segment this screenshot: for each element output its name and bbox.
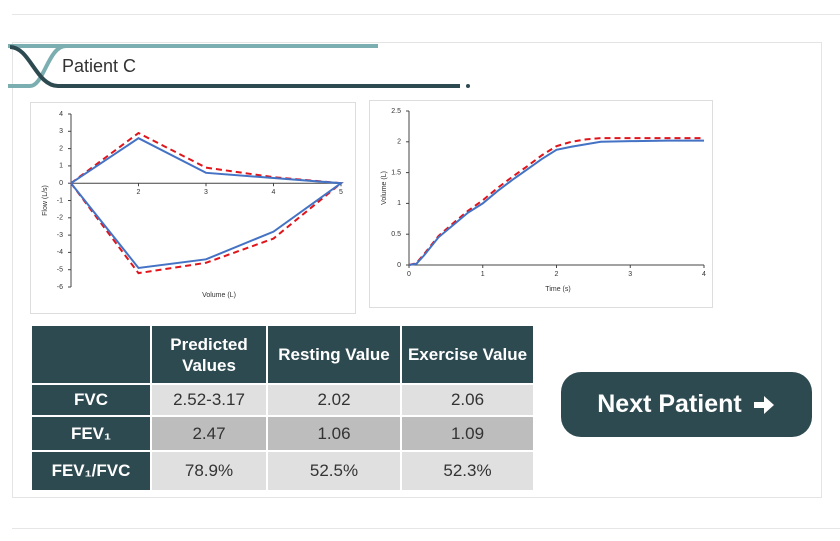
y-tick-label: 3: [59, 128, 63, 135]
row-label: FVC: [30, 383, 152, 417]
table-cell: 2.52-3.17: [150, 383, 268, 417]
y-tick-label: 1: [397, 200, 401, 207]
y-tick-label: 2: [59, 145, 63, 152]
patient-title: Patient C: [62, 56, 137, 76]
x-tick-label: 3: [204, 189, 208, 196]
chart-box: 0 0.5 1 1.5 2 2.5 0 1 2 3 4 Time (s) Volume (L): [369, 100, 713, 308]
next-patient-button[interactable]: Next Patient: [561, 372, 812, 437]
flow-volume-chart: -6 -5 -4 -3 -2 -1 0 1 2 3 4 2 3 4 5 Volume (L) Flow (L/s…: [42, 111, 344, 299]
y-tick-label: 1: [59, 163, 63, 170]
column-header: Resting Value: [266, 324, 402, 385]
table-row: FEV₁/FVC 78.9% 52.5% 52.3%: [30, 450, 535, 492]
row-label: FEV₁/FVC: [30, 450, 152, 492]
series-line: [70, 137, 344, 270]
y-tick-label: 4: [59, 111, 63, 118]
y-tick-label: -4: [57, 249, 63, 256]
table-cell: 2.06: [400, 383, 535, 417]
y-tick-label: 0: [59, 180, 63, 187]
results-table: Predicted Values Resting Value Exercise Va…: [30, 324, 535, 492]
row-label: FEV₁: [30, 415, 152, 452]
y-tick-label: 0: [397, 262, 401, 269]
x-tick-label: 2: [137, 189, 141, 196]
y-tick-label: -5: [57, 267, 63, 274]
divider: [12, 14, 840, 15]
header-decoration: [8, 44, 470, 88]
table-cell: 52.5%: [266, 450, 402, 492]
table-cell: 1.09: [400, 415, 535, 452]
header-row: Predicted Values Resting Value Exercise Va…: [30, 324, 535, 385]
column-header: Exercise Value: [400, 324, 535, 385]
y-tick-label: 2.5: [391, 108, 401, 115]
table-row: FVC 2.52-3.17 2.02 2.06: [30, 383, 535, 417]
column-header: Predicted Values: [150, 324, 268, 385]
table-row: FEV₁ 2.47 1.06 1.09: [30, 415, 535, 452]
table-cell: 2.47: [150, 415, 268, 452]
x-tick-label: 1: [481, 271, 485, 278]
x-tick-label: 0: [407, 271, 411, 278]
x-tick-label: 4: [272, 189, 276, 196]
x-tick-label: 2: [555, 271, 559, 278]
volume-time-chart: 0 0.5 1 1.5 2 2.5 0 1 2 3 4 Time (s) Volume (L): [381, 108, 706, 293]
arrow-icon: [753, 395, 774, 414]
table-cell: 52.3%: [400, 450, 535, 492]
y-tick-label: -3: [57, 232, 63, 239]
table-cell: 2.02: [266, 383, 402, 417]
y-axis-label: Flow (L/s): [42, 185, 49, 216]
x-tick-label: 3: [628, 271, 632, 278]
x-tick-label: 5: [339, 189, 343, 196]
y-tick-label: 0.5: [391, 231, 401, 238]
y-axis-label: Volume (L): [381, 171, 388, 205]
panel: [12, 42, 822, 498]
chart-box: -6 -5 -4 -3 -2 -1 0 1 2 3 4 2 3 4 5 Volume (L) Flow (L/s…: [30, 102, 356, 314]
table-cell: 78.9%: [150, 450, 268, 492]
table-cell: 1.06: [266, 415, 402, 452]
divider: [12, 528, 840, 529]
y-tick-label: -6: [57, 284, 63, 291]
x-axis-label: Volume (L): [202, 292, 236, 299]
y-tick-label: -1: [57, 197, 63, 204]
y-tick-label: 2: [397, 139, 401, 146]
y-tick-label: 1.5: [391, 169, 401, 176]
series-line: [70, 131, 344, 275]
x-axis-label: Time (s): [545, 286, 570, 293]
series-line: [408, 139, 704, 266]
series-line: [408, 137, 704, 266]
x-tick-label: 4: [702, 271, 706, 278]
corner-cell: [30, 324, 152, 385]
button-label: Next Patient: [597, 390, 742, 418]
y-tick-label: -2: [57, 215, 63, 222]
